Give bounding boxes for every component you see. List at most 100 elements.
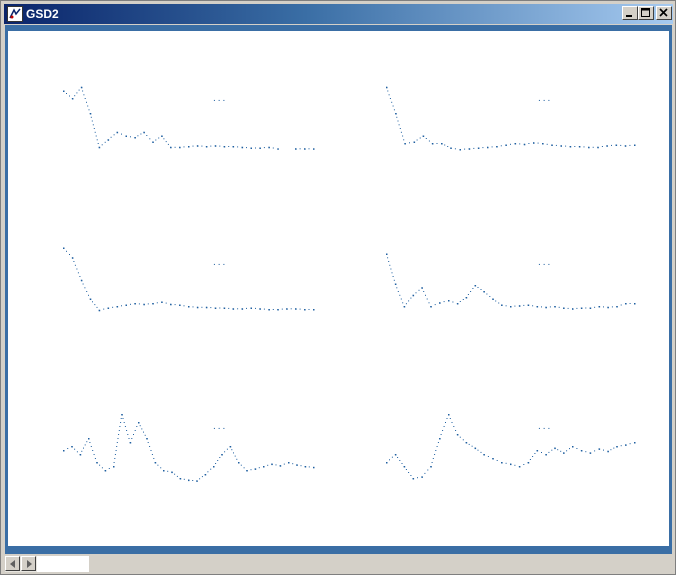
data-point — [598, 306, 601, 308]
data-point — [107, 139, 110, 141]
data-point — [196, 480, 198, 482]
maximize-button[interactable] — [638, 6, 654, 20]
data-point — [615, 144, 618, 146]
data-point — [277, 148, 279, 150]
plot-dot — [471, 445, 473, 447]
plot-dot — [90, 446, 92, 447]
data-point — [171, 471, 173, 474]
data-point — [563, 452, 565, 454]
plot-dot — [505, 305, 507, 307]
plot-dot — [123, 422, 125, 423]
plot-dot — [408, 300, 410, 302]
plot-dot — [299, 148, 301, 150]
data-point — [107, 307, 110, 309]
plot-dot — [243, 467, 245, 469]
plot-dot — [130, 303, 131, 305]
plot-dot — [88, 294, 89, 296]
plot-dot — [149, 446, 151, 447]
plot-dot — [592, 146, 594, 148]
plot-dot — [119, 426, 121, 427]
data-point — [138, 422, 140, 424]
plot-dot — [392, 105, 394, 107]
data-point — [286, 308, 288, 310]
plot-dot — [436, 446, 438, 447]
plot-dot — [408, 472, 410, 473]
data-point — [232, 308, 235, 310]
plot-marker-label: ... — [213, 421, 227, 432]
data-point — [143, 131, 145, 134]
data-point — [113, 466, 115, 468]
data-point — [129, 442, 132, 444]
plot-dot — [210, 468, 212, 470]
plot-dot — [120, 418, 122, 419]
title-bar[interactable]: GSD2 — [4, 4, 673, 24]
data-point — [313, 309, 315, 311]
data-point — [569, 146, 572, 148]
data-point — [533, 142, 535, 144]
plot-dot — [387, 90, 389, 92]
scroll-right-button[interactable] — [21, 556, 36, 571]
data-point — [271, 463, 273, 466]
plot-dot — [120, 422, 122, 423]
plot-dot — [146, 135, 148, 136]
plot-dot — [84, 98, 86, 99]
plot-dot — [192, 306, 194, 308]
plot-dot — [389, 459, 390, 461]
plot-dot — [566, 450, 568, 452]
plot-dot — [116, 446, 118, 447]
data-point — [394, 454, 397, 456]
scroll-thumb[interactable] — [37, 556, 89, 572]
data-point — [560, 145, 562, 147]
plot-dot — [534, 453, 536, 454]
data-point — [196, 145, 199, 147]
scroll-left-button[interactable] — [5, 556, 20, 571]
plot-dot — [69, 95, 70, 97]
plot-dot — [462, 439, 464, 441]
plot-dot — [308, 309, 310, 310]
plot-dot — [399, 294, 401, 296]
data-point — [170, 146, 172, 149]
plot-dot — [176, 475, 178, 477]
plot-dot — [183, 305, 185, 307]
data-point — [134, 303, 136, 305]
data-point — [71, 446, 73, 448]
plot-dot — [620, 304, 622, 306]
close-button[interactable] — [656, 6, 672, 20]
plot-dot — [446, 418, 448, 419]
plot-dot — [82, 90, 84, 92]
plot-dot — [67, 448, 69, 449]
plot-dot — [416, 139, 418, 141]
app-icon[interactable] — [7, 6, 23, 22]
scroll-track[interactable] — [89, 556, 672, 572]
plot-dot — [130, 136, 131, 138]
plot-dot — [73, 261, 75, 262]
data-point — [163, 470, 165, 472]
data-point — [487, 146, 489, 149]
plot-dot — [165, 141, 167, 143]
plot-dot — [489, 296, 491, 297]
data-point — [179, 304, 181, 306]
data-point — [241, 308, 244, 310]
data-point — [63, 247, 65, 249]
plot-dot — [114, 454, 116, 455]
plot-dot — [537, 142, 539, 144]
minimize-button[interactable] — [622, 6, 638, 20]
data-point — [527, 462, 530, 464]
plot-dot — [94, 131, 96, 133]
data-point — [606, 145, 608, 147]
data-point — [221, 454, 223, 456]
plot-dot — [201, 476, 203, 478]
data-point — [403, 306, 406, 308]
plot-dot — [246, 307, 247, 309]
horizontal-scrollbar[interactable] — [5, 556, 672, 572]
data-point — [386, 462, 388, 464]
plot-dot — [551, 449, 553, 451]
plot-dot — [183, 478, 185, 480]
data-point — [152, 303, 154, 305]
plot-dot — [477, 449, 479, 451]
plot-dot — [86, 291, 88, 292]
plot-dot — [453, 426, 455, 427]
plot-dot — [389, 264, 391, 266]
plot-dot — [462, 299, 464, 300]
plot-dot — [510, 143, 511, 145]
